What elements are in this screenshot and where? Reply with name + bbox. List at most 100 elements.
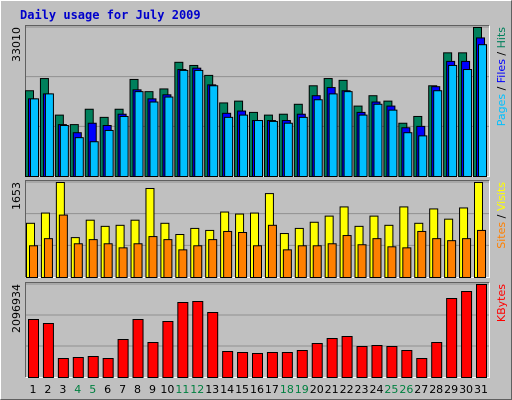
bar (313, 99, 323, 177)
bar (58, 214, 68, 279)
bar (403, 132, 413, 177)
bar (372, 238, 382, 279)
bar (447, 240, 457, 278)
legend-separator: / (495, 211, 508, 222)
x-tick-label: 9 (149, 383, 156, 396)
bar (132, 318, 144, 379)
x-tick-label: 5 (89, 383, 96, 396)
bar (252, 352, 263, 378)
bar (417, 230, 427, 278)
bar (267, 224, 277, 278)
bar (133, 243, 143, 279)
bar (194, 69, 204, 177)
x-tick-label: 25 (384, 383, 398, 396)
bar (117, 339, 129, 378)
bar (28, 318, 39, 379)
bar (57, 358, 69, 379)
bar (281, 351, 293, 378)
bar (164, 96, 174, 177)
bar (326, 337, 338, 378)
bar (418, 135, 428, 177)
bar (104, 129, 114, 178)
plot-border-dark (25, 180, 490, 278)
bar (89, 141, 99, 177)
bar (282, 249, 292, 279)
x-tick-label: 8 (134, 383, 141, 396)
bar (237, 351, 249, 378)
x-tick-label: 12 (190, 383, 204, 396)
bar (268, 120, 278, 177)
x-tick-label: 2 (44, 383, 51, 396)
y-max-label: 33010 (10, 27, 23, 62)
bar (386, 345, 398, 378)
plot-border-dark (25, 282, 490, 378)
bar (297, 245, 307, 279)
bar (42, 322, 54, 378)
bar (342, 235, 352, 278)
legend: KBytes (495, 284, 508, 322)
x-tick-label: 15 (235, 383, 249, 396)
bar (119, 115, 129, 177)
bar (239, 114, 249, 177)
x-tick-label: 21 (325, 383, 339, 396)
bar (193, 245, 203, 279)
bar (30, 98, 39, 177)
bar (416, 358, 428, 379)
legend-entry: Files (495, 59, 508, 83)
bar (177, 301, 189, 379)
bar (448, 64, 458, 177)
bar (461, 291, 473, 378)
x-tick-label: 30 (459, 383, 473, 396)
x-tick-label: 1 (30, 383, 37, 396)
bar (373, 103, 383, 177)
legend-entry: Sites (495, 222, 508, 249)
x-tick-label: 13 (205, 383, 219, 396)
bar (358, 114, 368, 177)
bar (118, 247, 128, 279)
x-tick-label: 17 (265, 383, 279, 396)
bar (207, 311, 219, 379)
x-tick-label: 29 (444, 383, 458, 396)
y-max-label: 2096934 (10, 284, 23, 333)
bar (446, 297, 458, 378)
x-tick-label: 24 (369, 383, 383, 396)
legend-entry: Pages (495, 94, 508, 127)
bar (178, 249, 188, 279)
bar (102, 358, 114, 379)
x-tick-label: 19 (295, 383, 309, 396)
bar (463, 69, 473, 177)
bar (327, 243, 337, 279)
legend-entry: Hits (495, 27, 508, 49)
bar (343, 91, 353, 177)
bar (222, 351, 234, 379)
bar (371, 345, 383, 378)
legend-entry: Visits (495, 182, 508, 211)
x-tick-label: 28 (429, 383, 443, 396)
x-tick-label: 7 (119, 383, 126, 396)
y-max-label: 1653 (10, 182, 23, 210)
bar (356, 345, 368, 378)
bar (253, 245, 262, 279)
bar (401, 349, 413, 379)
x-tick-label: 6 (104, 383, 111, 396)
bar (147, 341, 159, 379)
bar (88, 239, 98, 278)
bar (254, 120, 263, 177)
bar (179, 69, 189, 177)
bar (148, 236, 158, 278)
bar (238, 232, 248, 278)
bar (224, 116, 234, 177)
bar (87, 356, 99, 379)
legend-separator: / (495, 83, 508, 94)
bar (283, 122, 293, 177)
x-tick-label: 31 (474, 383, 488, 396)
x-tick-label: 26 (399, 383, 413, 396)
bar (43, 238, 53, 279)
bar (134, 91, 144, 177)
bar (209, 85, 219, 177)
x-tick-label: 23 (355, 383, 369, 396)
bar (208, 239, 218, 278)
x-tick-label: 18 (280, 383, 294, 396)
bar (357, 244, 367, 278)
